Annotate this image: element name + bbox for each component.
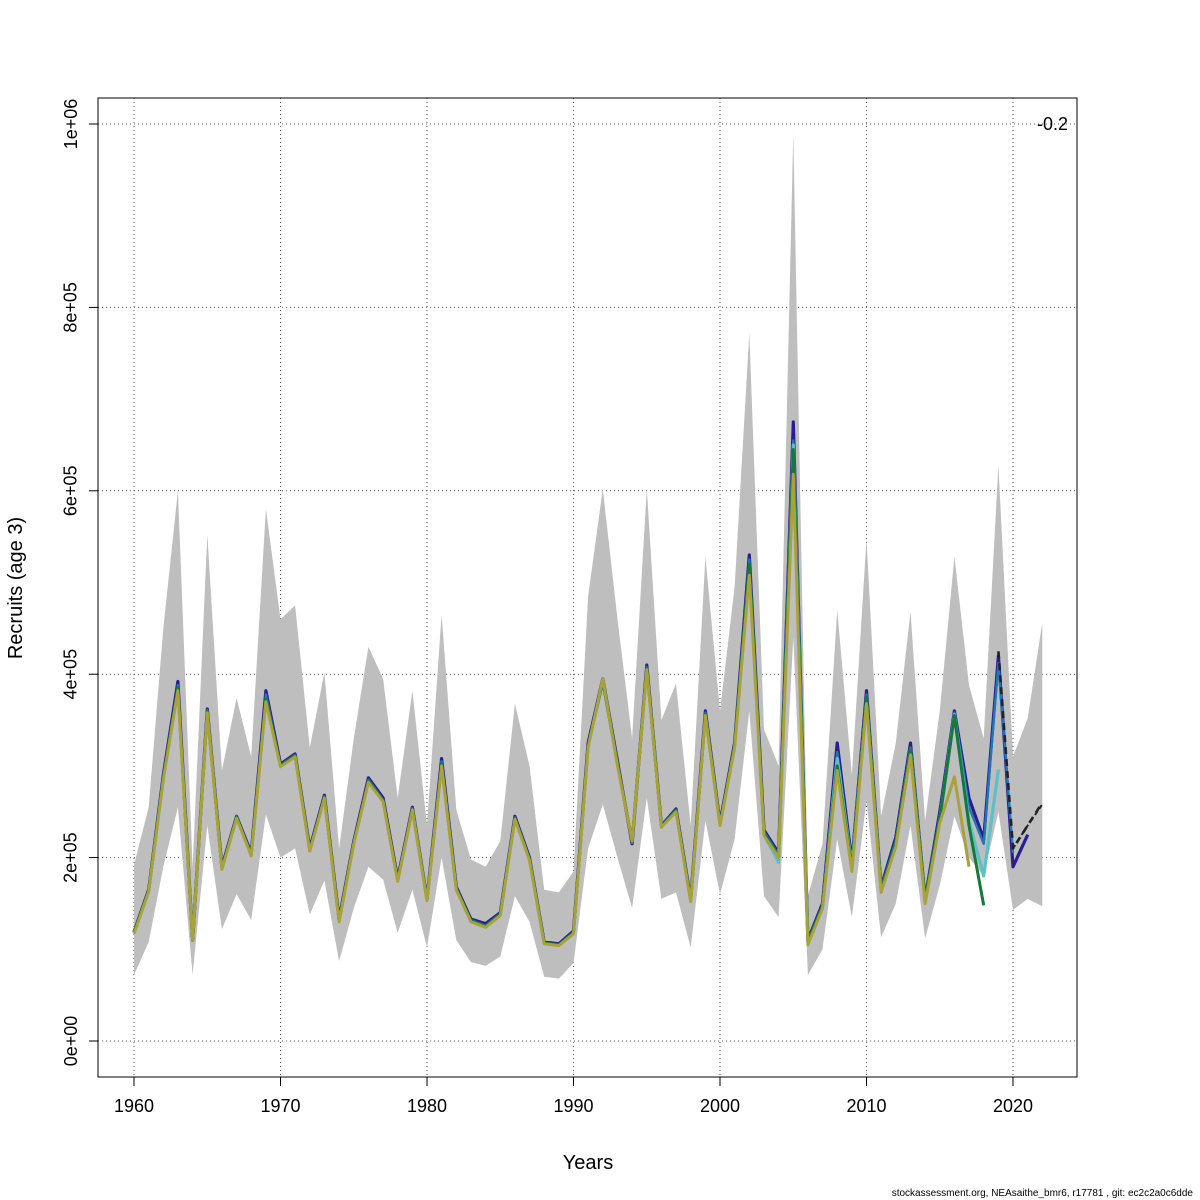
footer-note: stockassessment.org, NEAsaithe_bmr6, r17… bbox=[892, 1188, 1194, 1199]
y-tick-label: 8e+05 bbox=[61, 282, 81, 333]
x-tick-label: 1990 bbox=[553, 1096, 593, 1116]
y-axis: 0e+00 2e+05 4e+05 6e+05 8e+05 1e+06 bbox=[61, 99, 98, 1067]
y-tick-label: 1e+06 bbox=[61, 99, 81, 150]
peel-annotation: -0.2 bbox=[1037, 114, 1068, 134]
x-tick-label: 1980 bbox=[407, 1096, 447, 1116]
x-axis: 1960 1970 1980 1990 2000 2010 2020 bbox=[114, 1077, 1033, 1116]
series-layer bbox=[132, 420, 1044, 948]
x-axis-title: Years bbox=[563, 1152, 613, 1174]
y-tick-label: 2e+05 bbox=[61, 832, 81, 883]
y-axis-title: Recruits (age 3) bbox=[5, 517, 27, 659]
x-tick-label: 1970 bbox=[260, 1096, 300, 1116]
x-tick-label: 2000 bbox=[700, 1096, 740, 1116]
y-tick-label: 0e+00 bbox=[61, 1016, 81, 1067]
x-tick-label: 2020 bbox=[993, 1096, 1033, 1116]
y-tick-label: 6e+05 bbox=[61, 466, 81, 517]
x-tick-label: 1960 bbox=[114, 1096, 154, 1116]
confidence-band-layer bbox=[134, 133, 1043, 979]
series-line-5 bbox=[132, 472, 971, 948]
series-line-7 bbox=[1012, 803, 1044, 849]
plot-frame bbox=[97, 97, 1078, 1078]
x-tick-label: 2010 bbox=[846, 1096, 886, 1116]
confidence-band bbox=[134, 133, 1043, 979]
y-tick-label: 4e+05 bbox=[61, 649, 81, 700]
